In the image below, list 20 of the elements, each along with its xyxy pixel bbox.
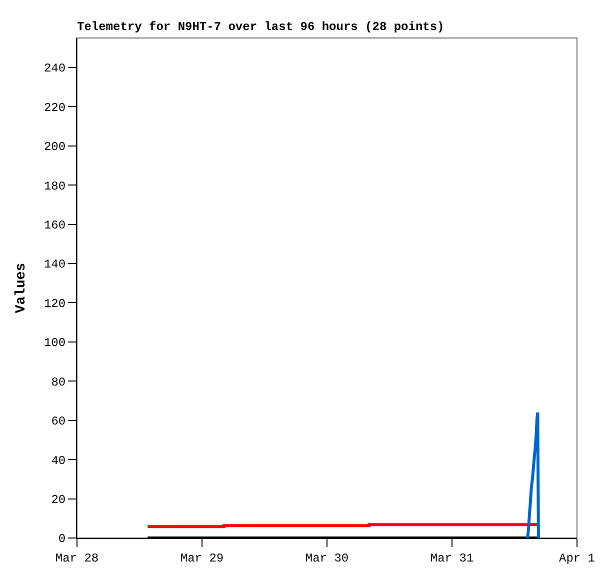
y-tick-label: 220 — [44, 100, 66, 115]
y-tick-label: 140 — [44, 258, 66, 272]
y-tick-label: 160 — [44, 218, 66, 232]
y-tick-label: 20 — [51, 492, 66, 507]
y-tick-label: 200 — [44, 140, 66, 154]
x-tick-label: Mar 30 — [305, 551, 349, 566]
y-tick-label: 0 — [58, 532, 66, 546]
y-tick-label: 40 — [51, 454, 66, 468]
x-tick-label: Apr 1 — [558, 551, 596, 566]
y-tick-label: 60 — [51, 414, 66, 429]
y-tick-label: 80 — [51, 375, 66, 390]
x-tick-label: Mar 28 — [55, 551, 99, 566]
chart-title: Telemetry for N9HT-7 over last 96 hours (28 points) — [77, 20, 444, 34]
y-axis-title: Values — [14, 262, 30, 314]
x-tick-label: Mar 29 — [180, 551, 224, 566]
y-tick-label: 240 — [44, 62, 66, 76]
y-tick-label: 100 — [44, 336, 66, 350]
y-tick-label: 120 — [44, 296, 66, 311]
y-tick-label: 180 — [44, 179, 66, 194]
x-tick-label: Mar 31 — [430, 551, 474, 566]
